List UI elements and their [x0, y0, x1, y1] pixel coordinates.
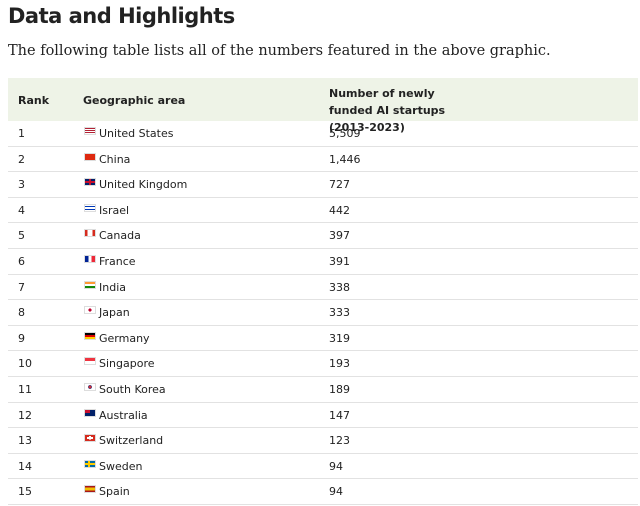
area-cell: Israel: [99, 203, 130, 217]
rank-cell: 2: [18, 152, 25, 166]
count-cell: 5,509: [329, 127, 361, 140]
rank-cell: 7: [18, 280, 25, 294]
flag-icon: [84, 459, 96, 468]
area-cell: South Korea: [99, 382, 166, 396]
subtitle: The following table lists all of the num…: [8, 43, 551, 59]
area-cell: Germany: [99, 331, 150, 345]
area-cell: Singapore: [99, 357, 155, 371]
area-cell: Australia: [99, 408, 148, 422]
rank-cell: 13: [18, 434, 32, 448]
table: Rank Geographic area Number of newly fun…: [8, 78, 638, 505]
flag-icon: [84, 229, 96, 238]
flag-icon: [84, 357, 96, 366]
table-row: 9 Germany 319: [8, 326, 638, 352]
flag-icon: [84, 178, 96, 187]
area-cell: China: [99, 152, 131, 166]
table-row: 10 Singapore 193: [8, 351, 638, 377]
rank-cell: 1: [18, 127, 25, 140]
area-cell: United Kingdom: [99, 178, 188, 192]
count-cell: 1,446: [329, 152, 361, 166]
area-cell: Spain: [99, 485, 130, 499]
count-cell: 189: [329, 382, 350, 396]
area-cell: Japan: [99, 306, 130, 320]
rank-cell: 5: [18, 229, 25, 243]
rank-cell: 11: [18, 382, 32, 396]
column-header: Geographic area: [83, 94, 186, 107]
count-cell: 727: [329, 178, 350, 192]
count-cell: 333: [329, 306, 350, 320]
table-header: Rank Geographic area Number of newly fun…: [8, 78, 638, 134]
table-row: 8 Japan 333: [8, 300, 638, 326]
area-cell: Switzerland: [99, 434, 164, 448]
rank-cell: 3: [18, 178, 25, 192]
flag-icon: [84, 408, 96, 417]
count-cell: 147: [329, 408, 350, 422]
table-row: 4 Israel 442: [8, 198, 638, 224]
flag-icon: [84, 331, 96, 340]
table-row: 11 South Korea 189: [8, 377, 638, 403]
area-cell: Sweden: [99, 459, 143, 473]
rank-cell: 14: [18, 459, 32, 473]
rank-cell: 6: [18, 254, 25, 268]
rank-cell: 15: [18, 485, 32, 499]
table-row: 3 United Kingdom 727: [8, 172, 638, 198]
flag-icon: [84, 254, 96, 263]
table-row: 6 France 391: [8, 249, 638, 275]
count-cell: 94: [329, 485, 343, 499]
count-cell: 319: [329, 331, 350, 345]
flag-icon: [84, 203, 96, 212]
flag-icon: [84, 306, 96, 315]
count-cell: 338: [329, 280, 350, 294]
count-cell: 442: [329, 203, 350, 217]
flag-icon: [84, 485, 96, 494]
table-row: 12 Australia 147: [8, 403, 638, 429]
count-cell: 391: [329, 254, 350, 268]
area-cell: United States: [99, 127, 174, 140]
table-row: 1 United States 5,509: [8, 121, 638, 147]
flag-icon: [84, 280, 96, 289]
count-cell: 94: [329, 459, 343, 473]
flag-icon: [84, 152, 96, 161]
area-cell: France: [99, 254, 136, 268]
area-cell: India: [99, 280, 126, 294]
flag-icon: [84, 434, 96, 443]
rank-cell: 9: [18, 331, 25, 345]
title: Data and Highlights: [8, 4, 235, 28]
count-cell: 123: [329, 434, 350, 448]
table-row: 13 Switzerland 123: [8, 428, 638, 454]
column-header: Rank: [18, 94, 50, 107]
flag-icon: [84, 382, 96, 391]
table-row: 5 Canada 397: [8, 223, 638, 249]
table-row: 14 Sweden 94: [8, 454, 638, 480]
rank-cell: 4: [18, 203, 25, 217]
count-cell: 397: [329, 229, 350, 243]
rank-cell: 10: [18, 357, 32, 371]
rank-cell: 8: [18, 306, 25, 320]
table-row: 2 China 1,446: [8, 147, 638, 173]
table-row: 15 Spain 94: [8, 479, 638, 505]
area-cell: Canada: [99, 229, 141, 243]
table-row: 7 India 338: [8, 275, 638, 301]
flag-icon: [84, 127, 96, 135]
count-cell: 193: [329, 357, 350, 371]
column-header: Number of newly funded AI startups (2013…: [329, 87, 446, 134]
rank-cell: 12: [18, 408, 32, 422]
